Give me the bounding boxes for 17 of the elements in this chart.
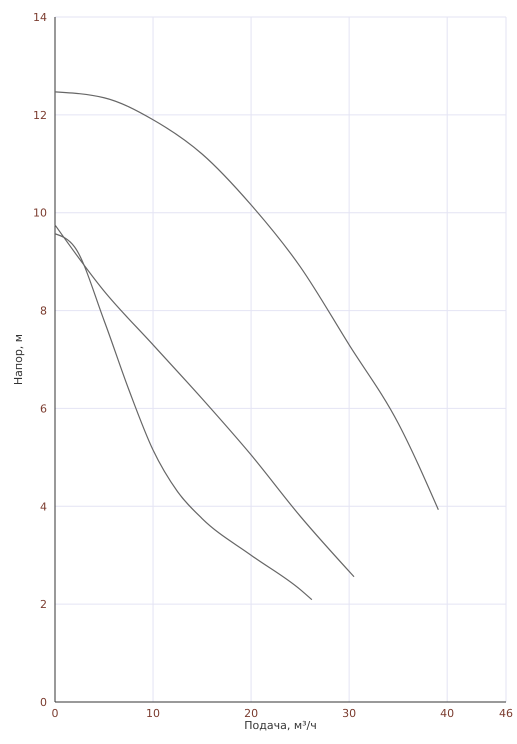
y-tick-label: 14 bbox=[33, 11, 47, 24]
x-tick-label: 0 bbox=[52, 707, 58, 720]
x-tick-label: 10 bbox=[146, 707, 160, 720]
x-axis-title: Подача, м³/ч bbox=[244, 719, 317, 732]
y-tick-label: 8 bbox=[40, 304, 47, 318]
y-tick-label: 12 bbox=[33, 108, 47, 122]
line-series bbox=[54, 91, 439, 510]
y-axis-title: Напор, м bbox=[12, 334, 25, 386]
y-tick-label: 2 bbox=[40, 598, 47, 612]
y-tick-label: 6 bbox=[40, 402, 47, 416]
x-tick-label: 46 bbox=[499, 707, 513, 720]
x-tick-label: 40 bbox=[440, 707, 454, 720]
y-tick-label: 10 bbox=[33, 206, 47, 220]
x-tick-label: 20 bbox=[244, 707, 258, 720]
y-tick-label: 0 bbox=[40, 696, 47, 709]
y-tick-label: 4 bbox=[40, 500, 47, 514]
x-tick-label: 30 bbox=[342, 707, 356, 720]
